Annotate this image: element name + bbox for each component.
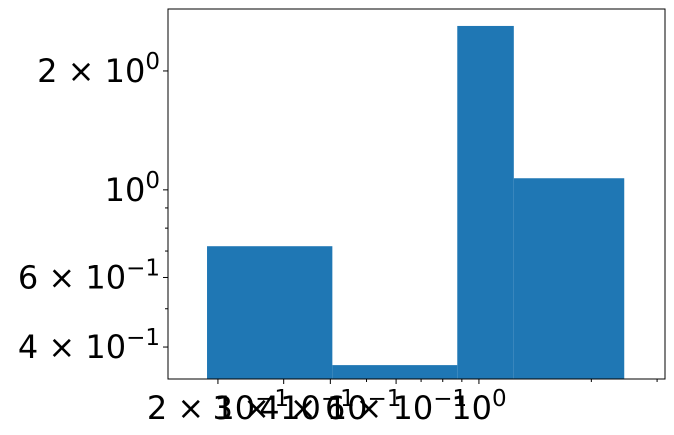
histogram-bar-2 [332,365,458,379]
x-tick-label-2: 3 × 10−1 [213,386,355,427]
x-tick-label-3: 4 × 10−1 [259,386,401,427]
plot-frame [167,8,666,380]
y-tick-label-2: 6 × 10−1 [18,255,160,296]
bars-group [207,25,625,380]
x-tick-label-1: 2 × 10−1 [147,386,289,427]
histogram-bar-4 [513,178,625,379]
histogram-bar-1 [207,246,333,379]
y-tick-label-1: 4 × 10−1 [18,325,160,366]
x-tick-label-5: 100 [451,386,506,427]
y-tick-label-4: 2 × 100 [37,49,160,90]
y-axis: 4 × 10−1 6 × 10−1 100 2 × 100 [18,49,168,366]
x-tick-label-4: 6 × 10−1 [325,386,467,427]
y-tick-label-3: 100 [105,168,160,209]
histogram-bar-3 [457,25,514,380]
